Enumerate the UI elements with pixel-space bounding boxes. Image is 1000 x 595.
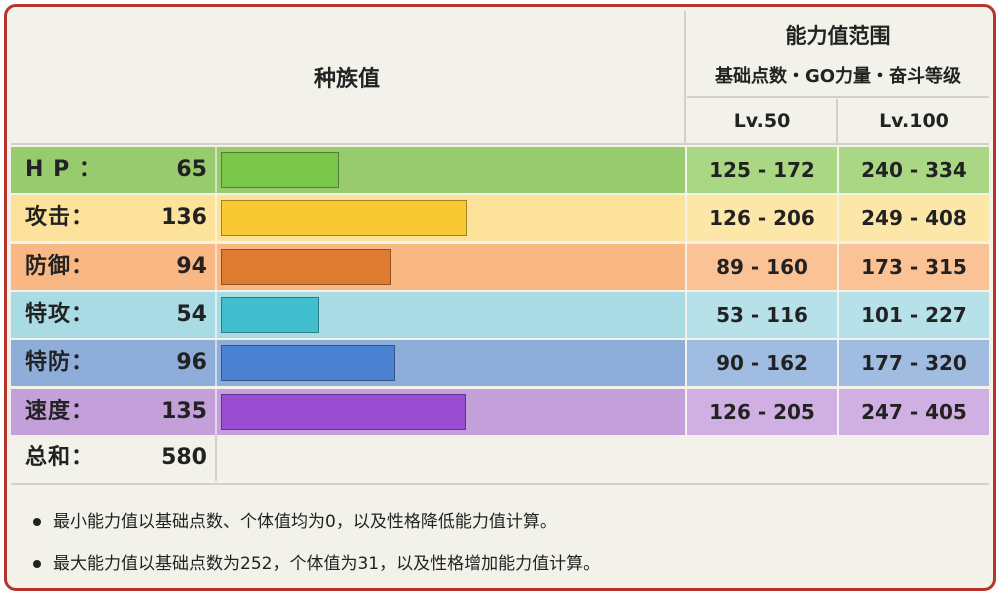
stat-row: 特攻： 54 53 - 116 101 - 227 [11, 292, 989, 338]
stat-bar-track [217, 292, 689, 338]
stat-bar [221, 394, 466, 430]
range-lv100: 173 - 315 [839, 244, 989, 290]
range-lv50: 126 - 206 [687, 195, 837, 241]
stat-value: 94 [176, 254, 207, 279]
bullet-icon [33, 560, 41, 568]
stats-table: 种族值 能力值范围 基础点数・GO力量・奋斗等级 Lv.50 Lv.100 H … [4, 4, 996, 591]
stat-bar-track [217, 244, 689, 290]
base-stats-header: 种族值 [11, 11, 683, 143]
note-min: 最小能力值以基础点数、个体值均为0，以及性格降低能力值计算。 [33, 507, 557, 532]
note-max: 最大能力值以基础点数为252，个体值为31，以及性格增加能力值计算。 [33, 549, 600, 574]
total-row: 总和： 580 [11, 435, 989, 481]
stat-bar [221, 152, 339, 188]
stat-row: 攻击： 136 126 - 206 249 - 408 [11, 195, 989, 241]
stat-label: 攻击： [25, 205, 95, 230]
lv100-header: Lv.100 [839, 99, 989, 143]
total-label: 总和： [25, 445, 95, 470]
stat-value: 65 [176, 157, 207, 182]
stat-value: 135 [161, 399, 207, 424]
stat-label: 防御： [25, 254, 95, 279]
total-value: 580 [161, 445, 207, 470]
stat-bar-track [217, 147, 689, 193]
stat-bar [221, 200, 467, 236]
range-lv100: 240 - 334 [839, 147, 989, 193]
range-title: 能力值范围 [687, 11, 989, 59]
range-lv50: 89 - 160 [687, 244, 837, 290]
stat-bar [221, 345, 395, 381]
stat-label: H P ： [25, 157, 102, 182]
stat-value: 136 [161, 205, 207, 230]
stat-label: 特防： [25, 350, 95, 375]
range-lv50: 125 - 172 [687, 147, 837, 193]
notes: 最小能力值以基础点数、个体值均为0，以及性格降低能力值计算。 最大能力值以基础点… [11, 493, 989, 583]
stat-row: 特防： 96 90 - 162 177 - 320 [11, 340, 989, 386]
stat-label: 速度： [25, 399, 95, 424]
bullet-icon [33, 518, 41, 526]
stat-row: 速度： 135 126 - 205 247 - 405 [11, 389, 989, 435]
stat-bar-track [217, 389, 689, 435]
range-lv100: 177 - 320 [839, 340, 989, 386]
stat-label: 特攻： [25, 302, 95, 327]
range-lv50: 53 - 116 [687, 292, 837, 338]
range-lv100: 249 - 408 [839, 195, 989, 241]
stat-bar-track [217, 195, 689, 241]
lv50-header: Lv.50 [687, 99, 837, 143]
stat-bar [221, 297, 319, 333]
stat-value: 54 [176, 302, 207, 327]
stat-bar [221, 249, 391, 285]
range-lv100: 101 - 227 [839, 292, 989, 338]
range-lv100: 247 - 405 [839, 389, 989, 435]
stat-row: H P ： 65 125 - 172 240 - 334 [11, 147, 989, 193]
range-lv50: 90 - 162 [687, 340, 837, 386]
range-lv50: 126 - 205 [687, 389, 837, 435]
stat-row: 防御： 94 89 - 160 173 - 315 [11, 244, 989, 290]
stat-bar-track [217, 340, 689, 386]
stat-value: 96 [176, 350, 207, 375]
range-subtitle: 基础点数・GO力量・奋斗等级 [687, 55, 989, 95]
